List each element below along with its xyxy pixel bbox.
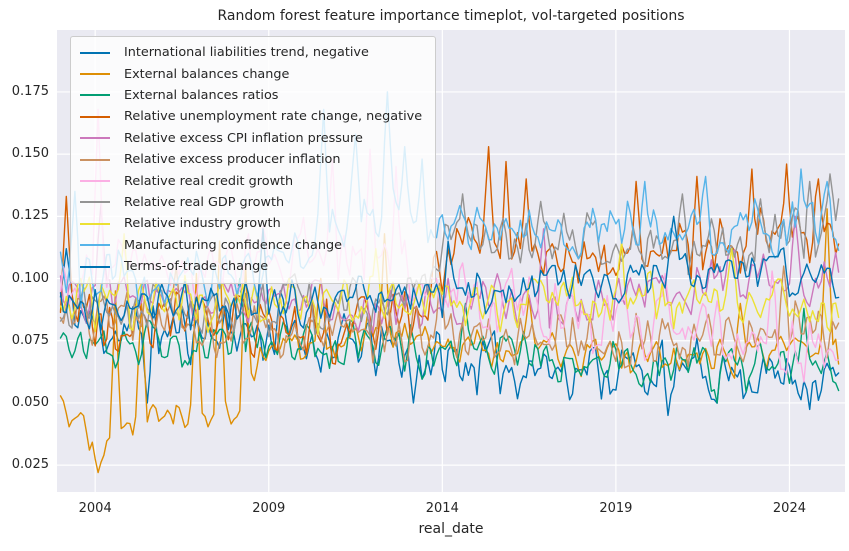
legend-line-swatch (80, 115, 110, 118)
series-line-3 (59, 277, 840, 404)
legend-item-label: External balances change (124, 66, 290, 82)
x-axis-label: real_date (418, 521, 484, 537)
series-line-1 (59, 248, 840, 417)
series-line-9 (59, 233, 840, 336)
legend-item-label: International liabilities trend, negativ… (124, 45, 369, 61)
legend-line-swatch (80, 222, 110, 225)
legend-item-label: Relative real GDP growth (124, 194, 285, 210)
legend-line-swatch (80, 73, 110, 76)
legend-item: External balances ratios (71, 85, 435, 106)
legend-item-label: Relative real credit growth (124, 173, 294, 189)
y-tick-label: 0.075 (11, 332, 49, 348)
x-tick-label: 2024 (772, 501, 806, 516)
legend-item: Manufacturing confidence change (71, 235, 435, 256)
legend-item: Relative real credit growth (71, 170, 435, 191)
x-tick-label: 2019 (599, 501, 633, 516)
legend-item: Relative excess CPI inflation pressure (71, 128, 435, 149)
legend-line-swatch (80, 94, 110, 97)
legend-item: Relative unemployment rate change, negat… (71, 106, 435, 127)
series-line-5 (59, 203, 840, 334)
legend-line-swatch (80, 265, 110, 268)
legend-item-label: Relative excess CPI inflation pressure (124, 130, 363, 146)
x-tick-label: 2004 (78, 501, 112, 516)
legend-line-swatch (80, 244, 110, 247)
y-tick-label: 0.125 (11, 208, 49, 224)
legend-item: External balances change (71, 63, 435, 84)
x-tick-label: 2014 (425, 501, 459, 516)
series-line-11 (59, 215, 840, 331)
legend-line-swatch (80, 51, 110, 54)
legend-item: Relative real GDP growth (71, 192, 435, 213)
legend-item: Relative excess producer inflation (71, 149, 435, 170)
legend: International liabilities trend, negativ… (70, 36, 436, 285)
legend-line-swatch (80, 201, 110, 204)
legend-line-swatch (80, 158, 110, 161)
y-tick-label: 0.025 (11, 457, 49, 473)
legend-item-label: Relative unemployment rate change, negat… (124, 109, 423, 125)
legend-item: International liabilities trend, negativ… (71, 42, 435, 63)
legend-item-label: Manufacturing confidence change (124, 237, 342, 253)
legend-item: Relative industry growth (71, 213, 435, 234)
legend-line-swatch (80, 137, 110, 140)
chart-title: Random forest feature importance timeplo… (217, 8, 685, 24)
legend-line-swatch (80, 180, 110, 183)
y-tick-label: 0.175 (11, 83, 49, 99)
legend-item: Terms-of-trade change (71, 256, 435, 277)
legend-item-label: External balances ratios (124, 87, 279, 103)
legend-item-label: Terms-of-trade change (124, 259, 269, 275)
y-tick-label: 0.100 (11, 270, 49, 286)
y-tick-label: 0.050 (11, 394, 49, 410)
y-tick-label: 0.150 (11, 146, 49, 162)
legend-item-label: Relative excess producer inflation (124, 152, 341, 168)
legend-item-label: Relative industry growth (124, 216, 281, 232)
x-tick-label: 2009 (252, 501, 286, 516)
